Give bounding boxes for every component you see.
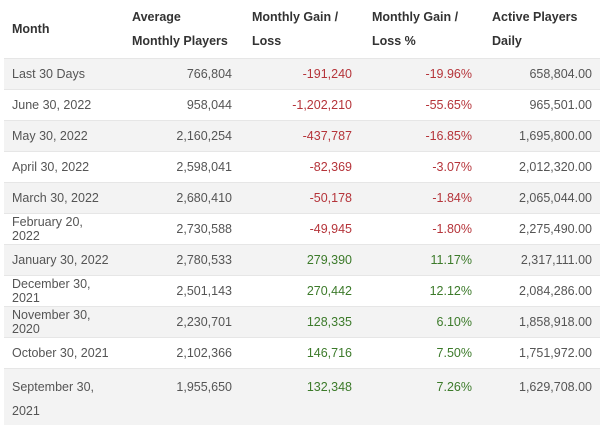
active-players-daily-cell: 2,084,286.00: [480, 275, 600, 307]
average-players-cell: 2,230,701: [120, 306, 240, 338]
average-players-cell: 766,804: [120, 58, 240, 90]
month-cell: January 30, 2022: [4, 244, 120, 276]
gain-loss-cell: -49,945: [240, 213, 360, 245]
active-players-daily-cell: 2,275,490.00: [480, 213, 600, 245]
gain-loss-percent-cell: 12.12%: [360, 275, 480, 307]
average-players-cell: 958,044: [120, 89, 240, 121]
average-players-cell: 2,598,041: [120, 151, 240, 183]
gain-loss-percent-cell: -55.65%: [360, 89, 480, 121]
table-row: February 20, 2022 2,730,588 -49,945 -1.80% 2…: [4, 213, 600, 245]
active-players-daily-cell: 2,065,044.00: [480, 182, 600, 214]
month-cell: June 30, 2022: [4, 89, 120, 121]
table-row: May 30, 2022 2,160,254 -437,787 -16.85% 1,69…: [4, 120, 600, 152]
active-players-daily-cell: 658,804.00: [480, 58, 600, 90]
active-players-daily-cell: 1,695,800.00: [480, 120, 600, 152]
table-row: December 30, 2021 2,501,143 270,442 12.12% 2…: [4, 275, 600, 307]
table-row: March 30, 2022 2,680,410 -50,178 -1.84% 2,06…: [4, 182, 600, 214]
header-monthly-gain-loss-percent: Monthly Gain / Loss %: [372, 10, 459, 48]
average-players-cell: 2,730,588: [120, 213, 240, 245]
gain-loss-cell: 270,442: [240, 275, 360, 307]
table-row: October 30, 2021 2,102,366 146,716 7.50% 1,7…: [4, 337, 600, 369]
average-players-cell: 2,501,143: [120, 275, 240, 307]
table-row: June 30, 2022 958,044 -1,202,210 -55.65% 965…: [4, 89, 600, 121]
month-cell: November 30, 2020: [4, 306, 120, 338]
month-cell: September 30, 2021: [4, 368, 120, 425]
active-players-daily-cell: 965,501.00: [480, 89, 600, 121]
gain-loss-cell: -191,240: [240, 58, 360, 90]
month-cell: December 30, 2021: [4, 275, 120, 307]
gain-loss-percent-cell: -1.80%: [360, 213, 480, 245]
average-players-cell: 2,680,410: [120, 182, 240, 214]
gain-loss-percent-cell: -16.85%: [360, 120, 480, 152]
month-cell: April 30, 2022: [4, 151, 120, 183]
month-cell: October 30, 2021: [4, 337, 120, 369]
active-players-daily-cell: 2,317,111.00: [480, 244, 600, 276]
gain-loss-percent-cell: -1.84%: [360, 182, 480, 214]
header-active-players-daily: Active Players Daily: [492, 10, 578, 48]
gain-loss-cell: -50,178: [240, 182, 360, 214]
header-monthly-gain-loss: Monthly Gain / Loss: [252, 10, 339, 48]
gain-loss-cell: -1,202,210: [240, 89, 360, 121]
gain-loss-cell: -437,787: [240, 120, 360, 152]
gain-loss-percent-cell: 7.50%: [360, 337, 480, 369]
active-players-daily-cell: 2,012,320.00: [480, 151, 600, 183]
average-players-cell: 1,955,650: [120, 368, 240, 425]
active-players-daily-cell: 1,629,708.00: [480, 368, 600, 425]
header-average-monthly-players: Average Monthly Players: [132, 10, 228, 48]
month-cell: February 20, 2022: [4, 213, 120, 245]
gain-loss-percent-cell: 7.26%: [360, 368, 480, 425]
player-stats-table: Month Average Monthly Players Monthly Ga…: [4, 0, 600, 425]
gain-loss-cell: 146,716: [240, 337, 360, 369]
table-row: Last 30 Days 766,804 -191,240 -19.96% 658,80…: [4, 58, 600, 90]
month-cell: May 30, 2022: [4, 120, 120, 152]
gain-loss-percent-cell: 6.10%: [360, 306, 480, 338]
active-players-daily-cell: 1,751,972.00: [480, 337, 600, 369]
gain-loss-cell: -82,369: [240, 151, 360, 183]
gain-loss-percent-cell: -3.07%: [360, 151, 480, 183]
table-row: September 30, 2021 1,955,650 132,348 7.26% 1…: [4, 368, 600, 425]
gain-loss-percent-cell: 11.17%: [360, 244, 480, 276]
gain-loss-cell: 279,390: [240, 244, 360, 276]
gain-loss-percent-cell: -19.96%: [360, 58, 480, 90]
average-players-cell: 2,780,533: [120, 244, 240, 276]
table-row: January 30, 2022 2,780,533 279,390 11.17% 2,…: [4, 244, 600, 276]
table-header-row: Month Average Monthly Players Monthly Ga…: [4, 0, 600, 59]
table-row: April 30, 2022 2,598,041 -82,369 -3.07% 2,01…: [4, 151, 600, 183]
gain-loss-cell: 128,335: [240, 306, 360, 338]
month-cell: March 30, 2022: [4, 182, 120, 214]
gain-loss-cell: 132,348: [240, 368, 360, 425]
month-cell: Last 30 Days: [4, 58, 120, 90]
table-row: November 30, 2020 2,230,701 128,335 6.10% 1,…: [4, 306, 600, 338]
average-players-cell: 2,160,254: [120, 120, 240, 152]
average-players-cell: 2,102,366: [120, 337, 240, 369]
active-players-daily-cell: 1,858,918.00: [480, 306, 600, 338]
header-month: Month: [12, 22, 50, 36]
